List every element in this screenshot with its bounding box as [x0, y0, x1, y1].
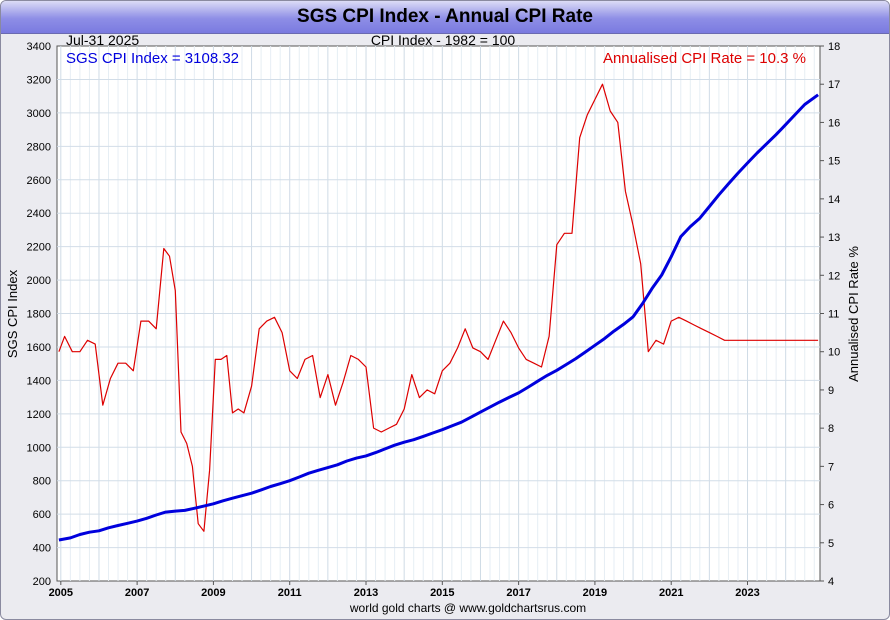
x-axis-ticks: 2005 2007 2009 2011 2013 2015 2017 2019 2021 2023 [49, 581, 760, 599]
left-tick-label: 3400 [27, 41, 51, 53]
left-tick-label: 2000 [27, 275, 51, 287]
x-tick-label: 2009 [201, 587, 225, 599]
right-tick-label: 10 [828, 347, 840, 359]
date-label: Jul-31 2025 [66, 32, 139, 48]
right-tick-label: 15 [828, 156, 840, 168]
x-tick-label: 2019 [583, 587, 607, 599]
x-tick-label: 2015 [430, 587, 454, 599]
left-tick-label: 1800 [27, 309, 51, 321]
right-tick-label: 13 [828, 232, 840, 244]
right-tick-label: 17 [828, 79, 840, 91]
series-layer [58, 83, 819, 542]
legend-cpi-rate: Annualised CPI Rate = 10.3 % [603, 50, 806, 67]
right-tick-label: 7 [828, 461, 834, 473]
right-tick-label: 14 [828, 194, 840, 206]
x-tick-label: 2013 [354, 587, 378, 599]
right-tick-label: 16 [828, 117, 840, 129]
left-tick-label: 600 [33, 509, 51, 521]
left-tick-label: 200 [33, 576, 51, 588]
left-tick-label: 1600 [27, 342, 51, 354]
right-tick-label: 8 [828, 423, 834, 435]
left-tick-label: 1400 [27, 375, 51, 387]
series-line-cpi-rate [58, 83, 819, 532]
x-tick-label: 2011 [278, 587, 302, 599]
legend-cpi-index: SGS CPI Index = 3108.32 [66, 50, 239, 67]
left-tick-label: 3000 [27, 108, 51, 120]
chart-title: SGS CPI Index - Annual CPI Rate [297, 6, 593, 27]
right-tick-label: 9 [828, 385, 834, 397]
x-tick-label: 2007 [125, 587, 149, 599]
left-tick-label: 400 [33, 543, 51, 555]
left-tick-label: 1200 [27, 409, 51, 421]
right-axis-ticks: 4 5 6 7 8 9 10 11 12 13 14 15 16 17 18 [820, 41, 840, 588]
chart-subtitle: CPI Index - 1982 = 100 [371, 32, 516, 48]
x-tick-label: 2023 [735, 587, 759, 599]
x-tick-label: 2005 [49, 587, 73, 599]
left-axis-ticks: 200 400 600 800 1000 1200 1400 1600 1800 2000 2200… [27, 41, 51, 588]
right-tick-label: 11 [828, 309, 839, 321]
right-tick-label: 5 [828, 538, 834, 550]
right-tick-label: 4 [828, 576, 834, 588]
right-tick-label: 18 [828, 41, 840, 53]
left-tick-label: 2200 [27, 242, 51, 254]
title-bar: SGS CPI Index - Annual CPI Rate [1, 1, 889, 34]
left-tick-label: 2400 [27, 208, 51, 220]
left-tick-label: 2600 [27, 175, 51, 187]
left-tick-label: 1000 [27, 442, 51, 454]
left-axis-label: SGS CPI Index [5, 269, 20, 358]
right-tick-label: 12 [828, 270, 840, 282]
series-line-cpi-index [58, 93, 819, 542]
grid [57, 46, 820, 581]
x-tick-label: 2021 [659, 587, 683, 599]
right-axis-label: Annualised CPI Rate % [846, 246, 861, 382]
left-tick-label: 800 [33, 476, 51, 488]
left-tick-label: 3200 [27, 74, 51, 86]
right-tick-label: 6 [828, 500, 834, 512]
footer-credit: world gold charts @ www.goldchartsrus.co… [349, 601, 586, 615]
left-tick-label: 2800 [27, 141, 51, 153]
x-tick-label: 2017 [506, 587, 530, 599]
